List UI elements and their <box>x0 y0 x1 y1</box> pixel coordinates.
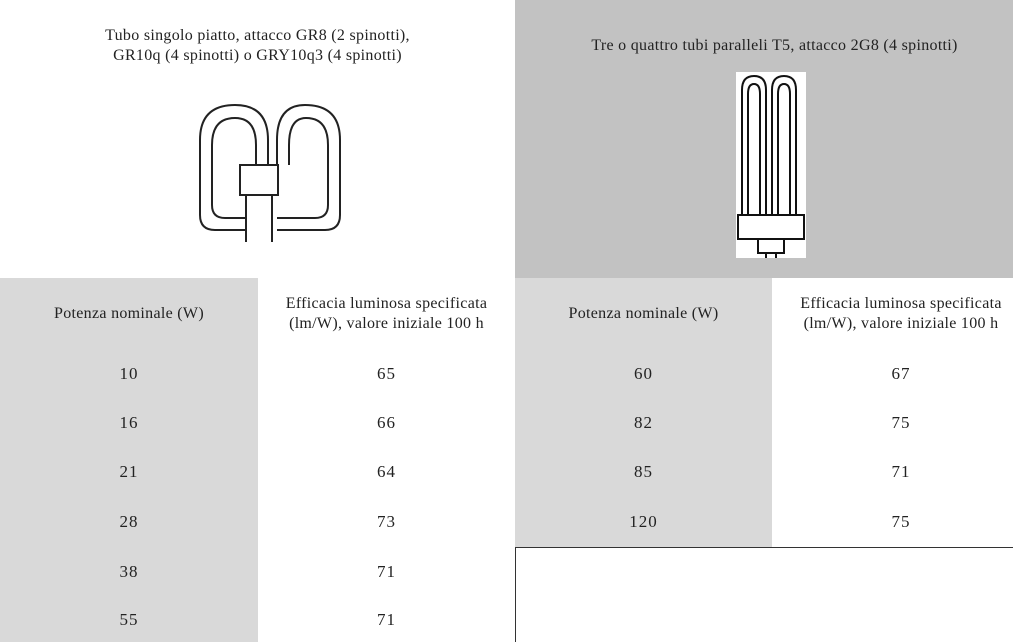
table-cell: 16 <box>0 398 259 448</box>
table-cell: 73 <box>258 497 516 548</box>
table-cell: 60 <box>515 349 773 399</box>
tube-lamp-icon <box>736 72 806 258</box>
header-line: Potenza nominale (W) <box>568 304 719 322</box>
column-header: Potenza nominale (W) <box>0 278 259 350</box>
left-header-cell: Tubo singolo piatto, attacco GR8 (2 spin… <box>0 0 516 279</box>
header-line: Efficacia luminosa specificata <box>285 294 488 312</box>
table-cell: 85 <box>515 447 773 498</box>
title-line: Tre o quattro tubi paralleli T5, attacco… <box>591 37 958 54</box>
table-cell: 38 <box>0 547 259 597</box>
header-line: (lm/W), valore iniziale 100 h <box>803 314 999 332</box>
table-cell: 28 <box>0 497 259 548</box>
table-cell: 64 <box>258 447 516 498</box>
table-cell: 75 <box>772 398 1013 448</box>
table-cell: 55 <box>0 596 259 642</box>
table-cell: 82 <box>515 398 773 448</box>
table-cell: 71 <box>258 596 516 642</box>
header-line: (lm/W), valore iniziale 100 h <box>289 314 484 332</box>
column-header: Efficacia luminosa specificata (lm/W), va… <box>258 278 516 350</box>
table-cell: 66 <box>258 398 516 448</box>
table-cell: 65 <box>258 349 516 399</box>
flat-lamp-icon <box>199 103 341 242</box>
title-line: GR10q (4 spinotti) o GRY10q3 (4 spinotti… <box>113 47 402 64</box>
table-cell: 71 <box>772 447 1013 498</box>
table-cell: 67 <box>772 349 1013 399</box>
header-line: Efficacia luminosa specificata <box>800 294 1002 312</box>
table-cell: 120 <box>515 497 773 548</box>
table-cell: 71 <box>258 547 516 597</box>
table-cell: 75 <box>772 497 1013 548</box>
lamp-drawings <box>199 72 806 258</box>
column-header: Efficacia luminosa specificata (lm/W), va… <box>772 278 1013 350</box>
table-cell: 21 <box>0 447 259 498</box>
title-line: Tubo singolo piatto, attacco GR8 (2 spin… <box>105 27 410 44</box>
column-header: Potenza nominale (W) <box>515 278 773 350</box>
header-line: Potenza nominale (W) <box>54 304 204 322</box>
table-cell: 10 <box>0 349 259 399</box>
